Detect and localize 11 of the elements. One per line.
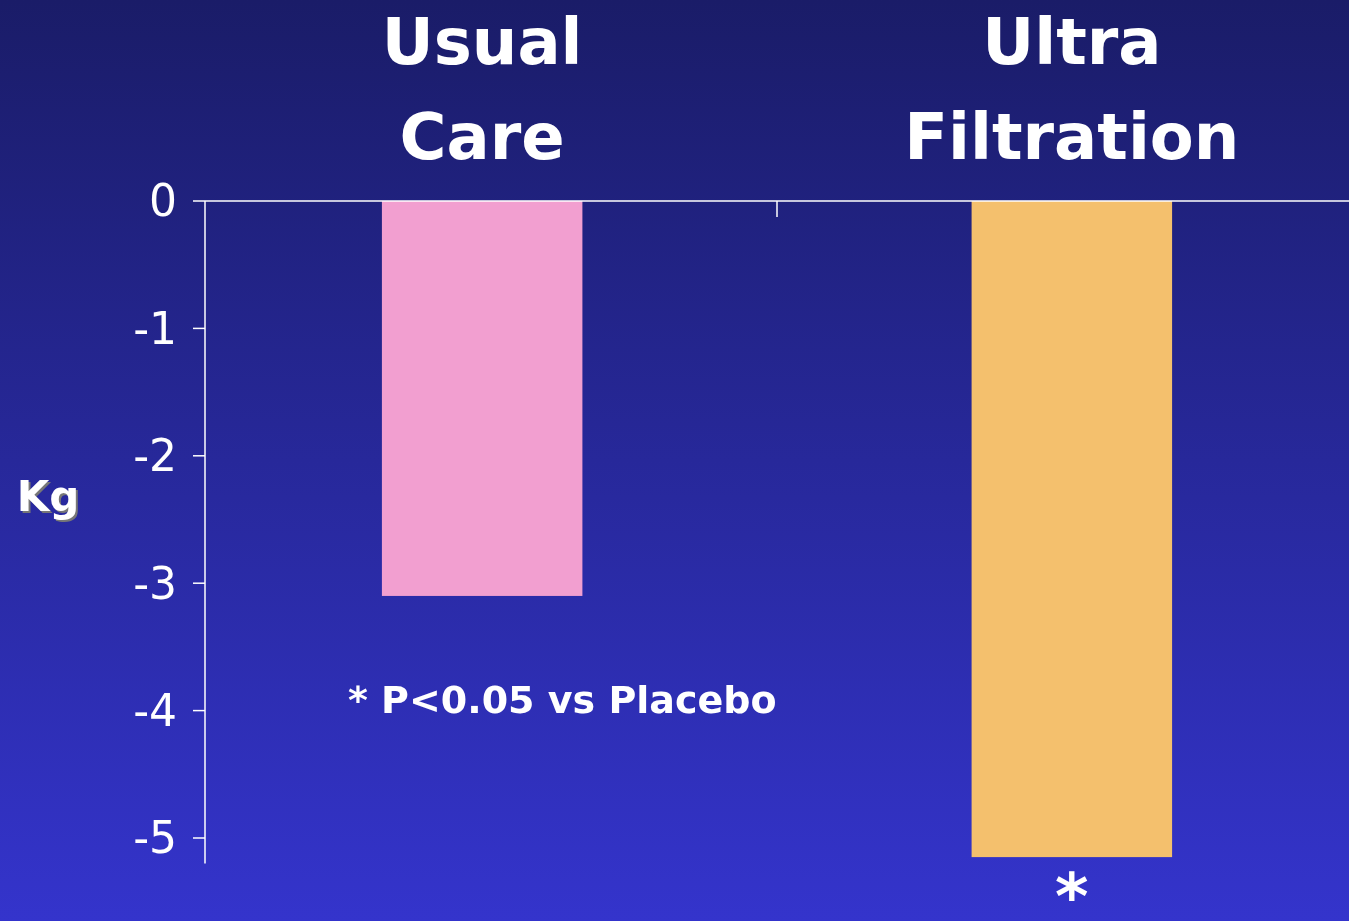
y-tick-label: 0 [149, 175, 177, 227]
annotation: * P<0.05 vs Placebo [348, 678, 777, 723]
x-tick-label: Ultra Filtration [904, 5, 1240, 174]
y-tick-label: -4 [133, 685, 177, 736]
y-tick-label: -3 [133, 557, 177, 609]
x-tick-label: Usual Care [381, 5, 583, 174]
y-tick-label: -2 [133, 430, 177, 482]
y-axis-title: Kg [16, 471, 80, 521]
y-tick-label: -1 [133, 302, 177, 354]
y-tick-label: -5 [133, 812, 177, 864]
annotation: * [1055, 860, 1089, 921]
